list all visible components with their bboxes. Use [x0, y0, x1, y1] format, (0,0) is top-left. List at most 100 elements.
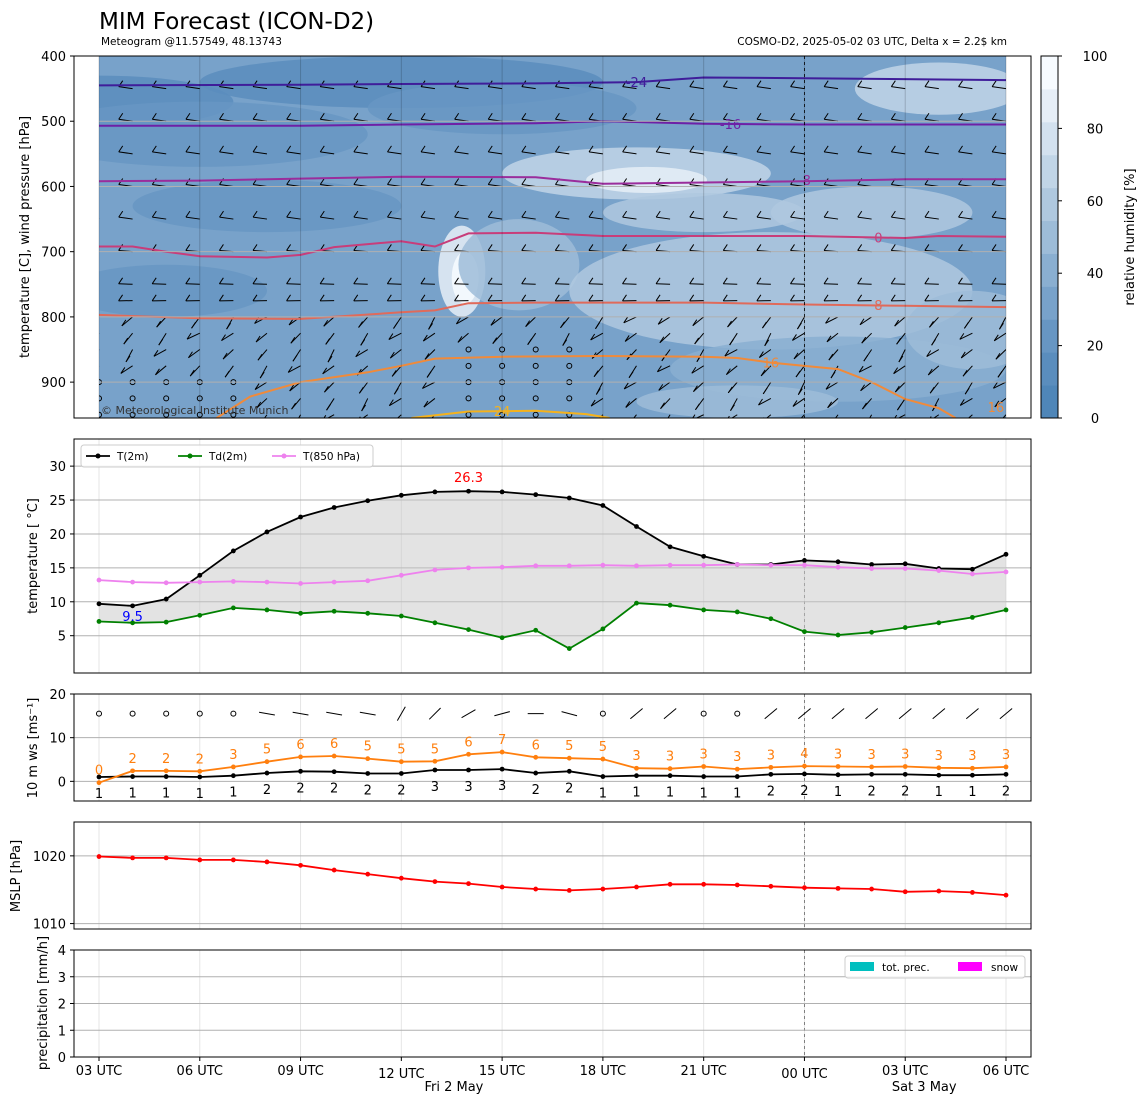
gust-label: 5 — [397, 743, 405, 758]
data-point — [130, 855, 135, 861]
data-point — [936, 888, 942, 894]
wind-barb-flag — [218, 294, 224, 302]
precipitation-legend: tot. prec. snow — [844, 955, 1026, 979]
wind-barb-shaft — [800, 414, 805, 418]
gust-label: 6 — [532, 738, 540, 753]
data-point — [802, 558, 807, 563]
wind-barb-flag — [521, 277, 527, 285]
data-point — [835, 632, 841, 638]
wind-barb-flag — [725, 368, 731, 375]
wind-barb-shaft — [958, 86, 973, 90]
wind-barb-flag — [454, 145, 460, 153]
wind-barb-shaft — [958, 151, 973, 155]
data-point — [163, 774, 169, 779]
isotherm-label: 16 — [763, 357, 780, 372]
data-point — [197, 612, 203, 618]
wind-barb-shaft — [118, 86, 133, 90]
data-point — [533, 886, 539, 892]
wind-barb-flag — [890, 277, 896, 285]
wind-barb-flag — [286, 294, 291, 302]
wind-barb-shaft — [286, 86, 301, 90]
wind-barb-flag — [358, 387, 364, 394]
series-line — [98, 751, 1007, 784]
data-point — [902, 561, 908, 567]
wind-barb-flag — [353, 112, 359, 120]
wind-barb-flag — [655, 80, 661, 87]
wind-barb-flag — [764, 339, 770, 347]
wind-barb-flag — [622, 277, 627, 285]
wind-calm-marker — [566, 362, 573, 369]
data-point — [734, 882, 740, 888]
y-tick-label: 3 — [58, 971, 66, 986]
y-tick-label: 1010 — [33, 918, 66, 933]
data-point — [96, 854, 102, 859]
wind-barb-shaft — [857, 216, 872, 220]
wind-barb-shaft — [869, 414, 873, 418]
data-point — [902, 625, 908, 630]
wind-barb-flag — [286, 145, 292, 153]
wind-barb-flag — [623, 382, 629, 390]
wind-barb-flag — [521, 112, 527, 120]
data-point — [398, 771, 404, 776]
wind-barb-flag — [286, 112, 292, 120]
y-tick-label: 1020 — [33, 850, 66, 865]
isotherm-line — [216, 354, 957, 418]
wind-barb-flag — [724, 349, 730, 357]
wind-barb-flag — [360, 339, 366, 346]
wind-barb-shaft — [420, 86, 435, 90]
wind-barb-flag — [386, 277, 392, 285]
wind-barb-shaft — [959, 332, 973, 340]
wind-barb-flag — [286, 210, 292, 218]
wind-barb-flag — [454, 178, 460, 185]
wind-barb-flag — [991, 145, 997, 153]
wind-barb-shaft — [992, 86, 1006, 90]
wind-calm-marker — [230, 710, 237, 717]
wind-barb-shaft — [623, 316, 637, 324]
wind-barb-flag — [862, 402, 867, 410]
time-axis: 03 UTC 06 UTC 09 UTC 12 UTC 15 UTC 18 UTC 21 U… — [76, 1057, 1029, 1095]
wind-barb-shaft — [152, 151, 167, 155]
data-point — [365, 498, 371, 504]
isotherm-line — [99, 76, 1006, 87]
data-point — [1003, 764, 1009, 770]
data-point — [634, 773, 639, 779]
data-point — [970, 566, 975, 572]
wind-barb-shaft — [387, 151, 402, 155]
wind-barb-flag — [999, 322, 1004, 330]
wind-barb-flag — [492, 337, 498, 344]
wind-barb-shaft — [758, 397, 772, 406]
data-point — [264, 607, 270, 613]
wind-barb-flag — [991, 277, 997, 285]
data-point — [264, 770, 270, 776]
wind-barb-shaft — [723, 216, 738, 220]
data-point — [499, 749, 505, 755]
mean-wind-label: 1 — [196, 787, 204, 802]
wind-barb-shaft — [521, 151, 536, 155]
wind-barb-shaft — [420, 216, 435, 220]
wind-barb-flag — [487, 178, 493, 185]
data-point — [432, 620, 438, 626]
wind-barb-flag — [823, 145, 829, 153]
y-tick-label: 4 — [58, 944, 66, 959]
data-point — [1003, 607, 1009, 613]
x-tick-label: 06 UTC — [983, 1064, 1029, 1079]
data-point — [365, 871, 371, 877]
wind-barb-flag — [857, 80, 863, 87]
gust-label: 5 — [263, 743, 271, 758]
wind-barb-shaft — [859, 316, 872, 326]
wind-barb-shaft — [691, 365, 704, 374]
wind-barb-flag — [958, 145, 963, 153]
wind-barb-shaft — [454, 86, 469, 90]
mean-wind-label: 2 — [532, 783, 540, 798]
data-point — [130, 620, 135, 626]
wind-barb-flag — [957, 277, 963, 285]
wind-barb-flag — [151, 277, 157, 285]
surface-wind-barb — [797, 708, 811, 720]
plot-area — [74, 822, 1031, 929]
humidity-cell — [770, 186, 973, 239]
data-point — [902, 771, 908, 777]
colorbar-segment — [1041, 88, 1058, 123]
data-point — [768, 562, 774, 568]
gust-label: 2 — [128, 752, 136, 767]
wind-barb-flag — [219, 244, 224, 251]
